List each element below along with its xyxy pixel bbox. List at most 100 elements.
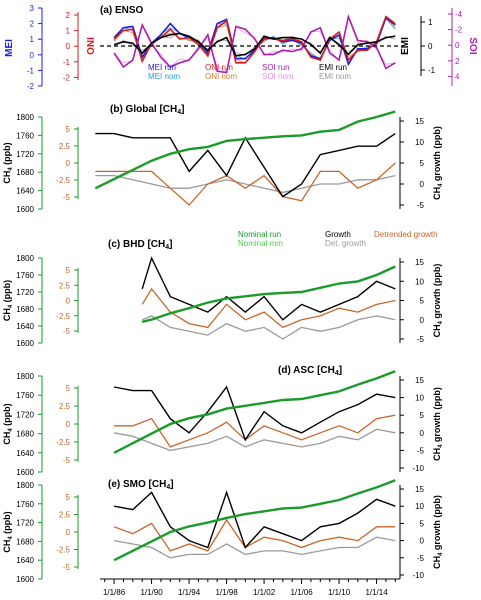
ch4-tick-label: 1640 xyxy=(16,556,34,565)
mei-tick-label: 2 xyxy=(30,20,35,29)
ch4-tick-label: 1800 xyxy=(16,372,34,381)
green-tick-label: 2.5 xyxy=(59,142,71,151)
ch4-axis-label: CH4 (ppb) xyxy=(2,280,14,321)
green-tick-label: 5 xyxy=(66,493,71,502)
growth-tick-label: 0 xyxy=(420,537,425,546)
nominal-run-line xyxy=(113,479,396,562)
x-tick-label: 1/1/02 xyxy=(253,588,276,597)
ch4-tick-label: 1760 xyxy=(16,271,34,280)
ch4-tick-label: 1760 xyxy=(16,131,34,140)
growth-tick-label: 5 xyxy=(420,411,425,420)
ch4-panels: (b) Global [CH4] 1800 1760 1720 1680 1640 1600… xyxy=(2,104,444,584)
growth-axis-label: CH4 growth (ppb) xyxy=(432,387,444,461)
growth-tick-label: -5 xyxy=(417,446,425,455)
ch4-tick-label: 1600 xyxy=(16,205,34,214)
soi-axis-ticks: -4 -2 0 2 4 xyxy=(448,10,463,81)
growth-tick-label: -5 xyxy=(417,554,425,563)
ch4-tick-label: 1640 xyxy=(16,187,34,196)
green-tick-label: 0 xyxy=(66,420,71,429)
enso-legend-entry: MEI run xyxy=(148,63,176,72)
legend-nominal-run: Nominal run xyxy=(238,230,281,239)
panel-d: (d) ASC [CH4] 1800 1760 1720 1680 1640 1600 CH4… xyxy=(2,365,444,477)
emi-axis-label: EMI xyxy=(400,37,411,55)
growth-tick-label: -5 xyxy=(417,335,425,344)
green-tick-label: -2.5 xyxy=(56,438,70,447)
growth-tick-label: 15 xyxy=(415,258,424,267)
ch4-tick-label: 1680 xyxy=(16,168,34,177)
green-tick-label: 5 xyxy=(66,384,71,393)
growth-tick-label: 10 xyxy=(415,502,424,511)
panel-title: (d) ASC [CH4] xyxy=(278,365,342,377)
growth-tick-label: 10 xyxy=(415,277,424,286)
soi-tick-label: 0 xyxy=(455,41,460,50)
panel-a-title: (a) ENSO xyxy=(100,5,144,16)
ch4-tick-label: 1720 xyxy=(16,288,34,297)
panel-b: (b) Global [CH4] 1800 1760 1720 1680 1640 1600… xyxy=(2,104,444,214)
green-tick-label: -5 xyxy=(63,327,71,336)
ch4-tick-label: 1760 xyxy=(16,391,34,400)
x-tick-label: 1/1/98 xyxy=(215,588,238,597)
x-tick-label: 1/1/86 xyxy=(103,588,126,597)
enso-legend-entry: SOI run xyxy=(262,63,290,72)
mei-tick-label: -2 xyxy=(27,82,35,91)
panel-title: (c) BHD [CH4] xyxy=(108,239,172,251)
growth-tick-label: -5 xyxy=(417,201,425,210)
growth-tick-label: 15 xyxy=(415,117,424,126)
x-tick-label: 1/1/06 xyxy=(290,588,313,597)
x-tick-label: 1/1/10 xyxy=(328,588,351,597)
growth-axis-label: CH4 growth (ppb) xyxy=(432,495,444,569)
green-tick-label: -5 xyxy=(63,563,71,572)
det-growth-line xyxy=(141,315,396,340)
enso-legend-entry: EMI nom xyxy=(319,72,351,81)
detrended-growth-line xyxy=(141,287,396,329)
panel-e: (e) SMO [CH4] 1800 1760 1720 1680 1640 1600 CH4… xyxy=(2,479,444,584)
nominal-run-line xyxy=(94,110,396,190)
green-tick-label: 0 xyxy=(66,528,71,537)
det-growth-line xyxy=(113,536,396,559)
enso-legend-entry: EMI run xyxy=(319,63,347,72)
emi-tick-label: 1 xyxy=(428,18,433,27)
nominal-run-line xyxy=(141,265,396,323)
x-tick-label: 1/1/94 xyxy=(178,588,201,597)
ch4-tick-label: 1800 xyxy=(16,481,34,490)
green-tick-label: 2.5 xyxy=(59,281,71,290)
enso-legend-entry: ONI nom xyxy=(205,72,237,81)
x-tick-label: 1/1/14 xyxy=(365,588,388,597)
green-tick-label: -2.5 xyxy=(56,546,70,555)
green-tick-label: -2.5 xyxy=(56,176,70,185)
nominal-run-line xyxy=(113,370,396,454)
growth-tick-label: 5 xyxy=(420,519,425,528)
green-tick-label: 0 xyxy=(66,297,71,306)
oni-axis-ticks: 2 1 0 -1 -2 xyxy=(63,11,78,82)
growth-tick-label: -10 xyxy=(412,571,424,580)
mei-axis-label: MEI xyxy=(4,39,15,57)
oni-tick-label: 2 xyxy=(66,11,71,20)
detrended-growth-line xyxy=(114,414,396,448)
ch4-tick-label: 1720 xyxy=(16,410,34,419)
growth-tick-label: 10 xyxy=(415,394,424,403)
emi-tick-label: -1 xyxy=(428,66,436,75)
green-tick-label: 5 xyxy=(66,125,71,134)
green-tick-label: -2.5 xyxy=(56,312,70,321)
growth-tick-label: -10 xyxy=(412,464,424,473)
ch4-tick-label: 1720 xyxy=(16,519,34,528)
ch4-tick-label: 1720 xyxy=(16,150,34,159)
green-tick-label: -5 xyxy=(63,456,71,465)
legend-detrended-growth: Detrended growth xyxy=(374,230,438,239)
legend-growth: Growth xyxy=(325,230,351,239)
green-tick-label: 0 xyxy=(66,159,71,168)
ch4-tick-label: 1680 xyxy=(16,305,34,314)
ch4-tick-label: 1760 xyxy=(16,500,34,509)
soi-tick-label: 4 xyxy=(455,72,460,81)
soi-tick-label: -2 xyxy=(455,26,463,35)
emi-axis-ticks: 1 0 -1 xyxy=(421,18,436,75)
growth-tick-label: 0 xyxy=(420,316,425,325)
mei-tick-label: 0 xyxy=(30,51,35,60)
ch4-tick-label: 1600 xyxy=(16,468,34,477)
ch4-tick-label: 1640 xyxy=(16,449,34,458)
growth-tick-label: 15 xyxy=(415,485,424,494)
legend-nominal-mm: Nominal mm xyxy=(238,239,283,248)
panel-c: (c) BHD [CH4] 1800 1760 1720 1680 1640 1600 CH4… xyxy=(2,230,444,348)
ch4-tick-label: 1680 xyxy=(16,430,34,439)
